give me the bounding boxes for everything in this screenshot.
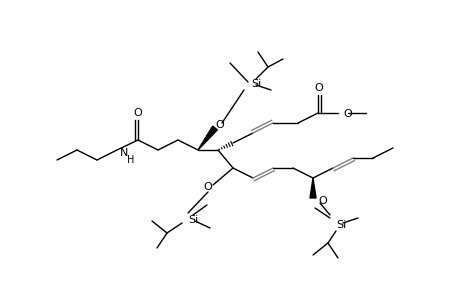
Text: O: O: [215, 120, 224, 130]
Text: O: O: [133, 108, 142, 118]
Text: O: O: [317, 196, 326, 206]
Polygon shape: [197, 126, 217, 150]
Text: Si: Si: [251, 79, 261, 89]
Text: O: O: [342, 109, 351, 119]
Text: H: H: [127, 155, 134, 165]
Text: O: O: [203, 182, 212, 192]
Text: N: N: [120, 148, 128, 158]
Text: O: O: [314, 83, 323, 93]
Text: Si: Si: [188, 215, 198, 225]
Polygon shape: [309, 178, 315, 198]
Text: Si: Si: [335, 220, 346, 230]
